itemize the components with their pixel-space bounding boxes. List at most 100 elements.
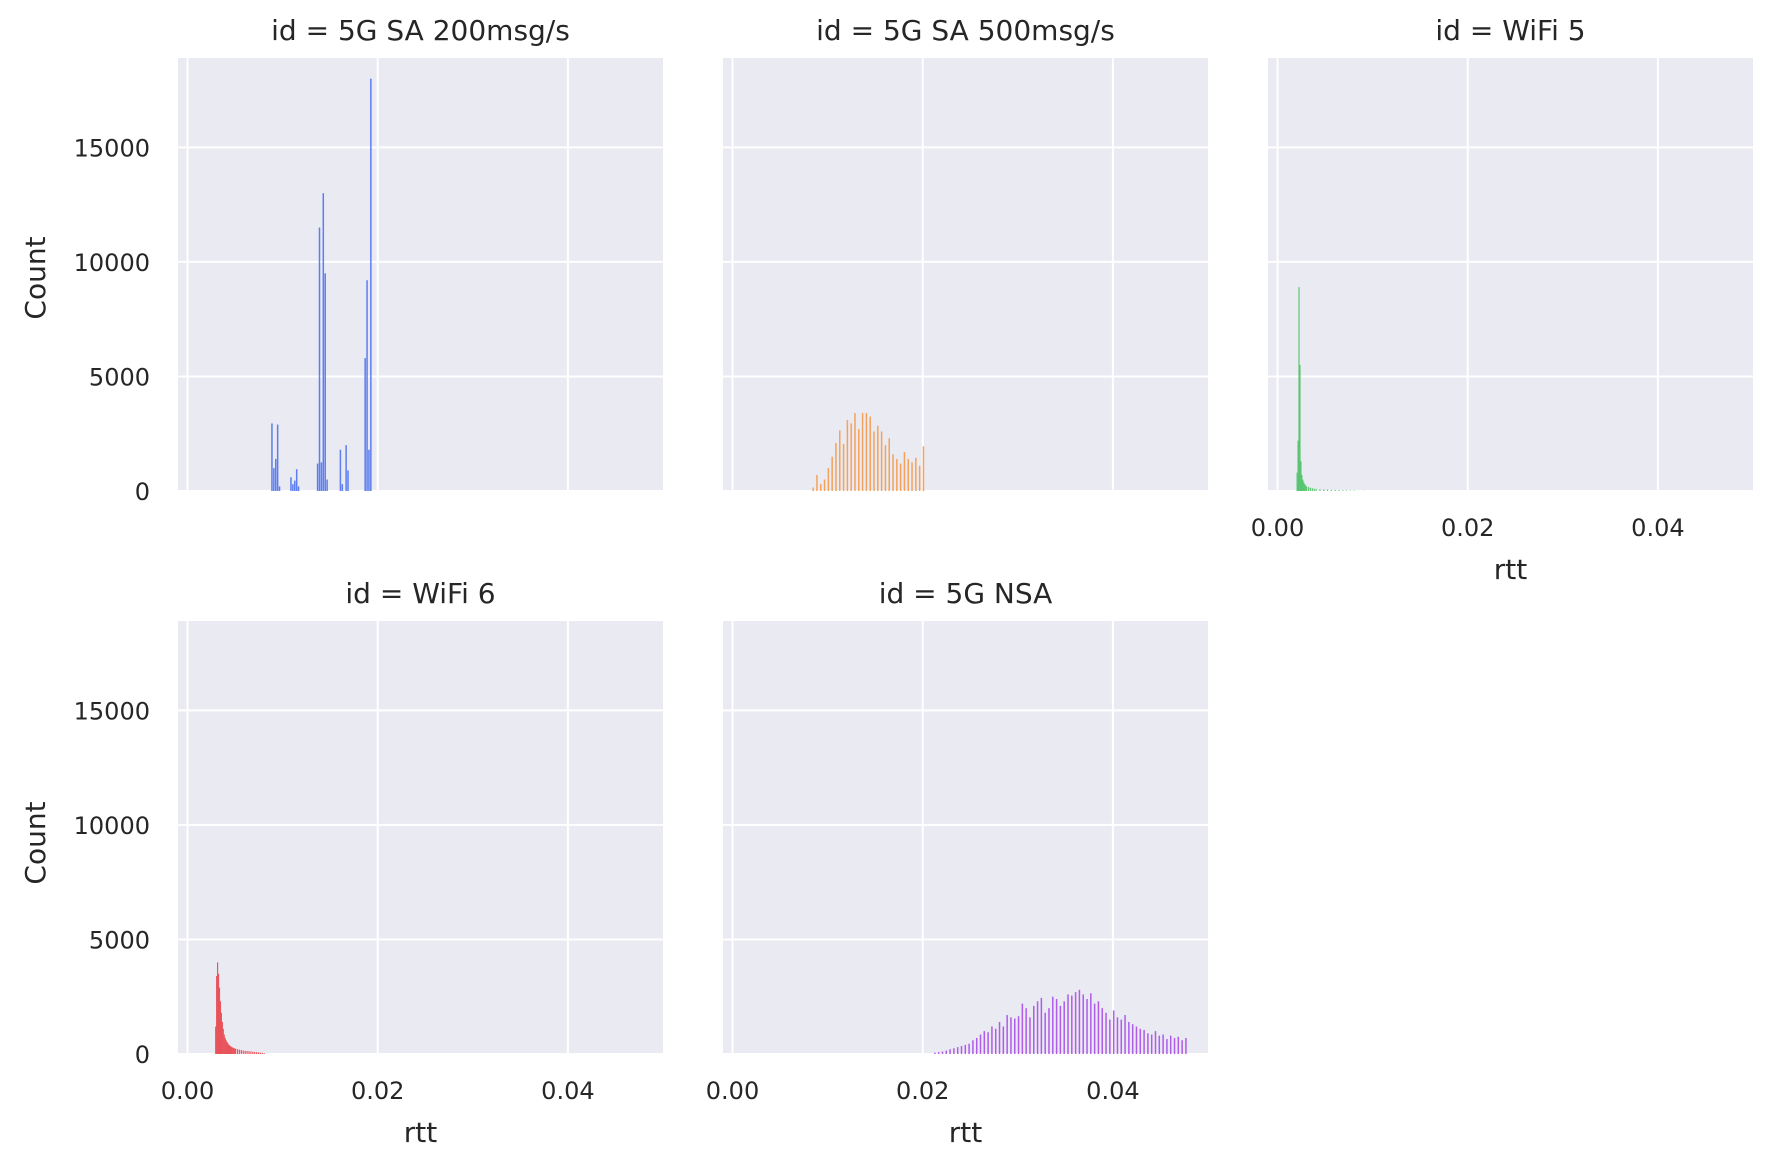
histogram-bar: [1044, 1012, 1046, 1054]
histogram-bar: [1303, 482, 1305, 491]
histogram-bar: [1078, 989, 1081, 1054]
panel-background: [723, 58, 1208, 491]
histogram-bar: [1006, 1015, 1008, 1054]
histogram-bar: [1090, 993, 1092, 1054]
histogram-bar: [294, 480, 296, 491]
histogram-bar: [979, 1034, 982, 1054]
histogram-bar: [345, 445, 347, 491]
histogram-bar: [273, 468, 275, 491]
y-tick-label: 10000: [74, 812, 150, 840]
histogram-bar: [261, 1052, 263, 1054]
histogram-bar: [1063, 1001, 1065, 1054]
histogram-bar: [220, 1012, 222, 1054]
y-tick-label: 5000: [89, 926, 150, 954]
histogram-bar: [248, 1051, 250, 1054]
facet-panel: id = 5G SA 200msg/s 0 5000 10000 15000: [74, 14, 663, 506]
histogram-bar: [368, 449, 370, 491]
histogram-bar: [219, 1001, 222, 1054]
y-tick-label: 15000: [74, 134, 150, 162]
histogram-bar: [949, 1049, 951, 1054]
histogram-bar: [861, 413, 864, 491]
histogram-bar: [1074, 992, 1077, 1054]
histogram-bar: [827, 468, 830, 491]
histogram-bar: [244, 1050, 246, 1054]
histogram-bar: [991, 1026, 993, 1054]
histogram-bar: [225, 1040, 227, 1054]
histogram-bar: [226, 1042, 228, 1054]
x-tick-label: 0.04: [1086, 1077, 1139, 1105]
histogram-bar: [246, 1051, 248, 1054]
histogram-bar: [1304, 484, 1306, 491]
histogram-bar: [1150, 1034, 1153, 1054]
histogram-bar: [316, 463, 319, 491]
x-axis-label: rtt: [404, 1116, 437, 1149]
histogram-bar: [295, 469, 298, 491]
histogram-bar: [960, 1045, 963, 1054]
x-tick-label: 0.04: [1631, 514, 1684, 542]
facet-title: id = WiFi 6: [345, 577, 495, 610]
histogram-bar: [222, 1028, 224, 1054]
histogram-bar: [899, 463, 902, 491]
x-tick-label: 0.00: [706, 1077, 759, 1105]
histogram-bar: [259, 1052, 261, 1054]
histogram-bar: [1162, 1034, 1164, 1054]
histogram-bar: [812, 487, 814, 491]
panel-background: [178, 621, 663, 1054]
histogram-bar: [1342, 490, 1344, 491]
facet-panel: id = 5G SA 500msg/s: [723, 14, 1208, 492]
histogram-bar: [1097, 1001, 1100, 1054]
y-axis-label-bottom: Count: [19, 801, 52, 884]
y-tick-label: 15000: [74, 697, 150, 725]
histogram-bar: [1036, 1001, 1039, 1054]
facet-title: id = WiFi 5: [1435, 14, 1585, 47]
y-tick-label: 10000: [74, 249, 150, 277]
histogram-bar: [1029, 1017, 1031, 1054]
histogram-bar: [318, 227, 321, 491]
histogram-bar: [1326, 489, 1329, 491]
histogram-bar: [278, 486, 281, 491]
histogram-bar: [1116, 1017, 1119, 1054]
facet-title: id = 5G SA 500msg/s: [816, 14, 1115, 47]
x-tick-label: 0.02: [896, 1077, 949, 1105]
histogram-bar: [1169, 1035, 1172, 1054]
histogram-bar: [937, 1052, 940, 1054]
histogram-bar: [877, 425, 879, 491]
histogram-bar: [888, 438, 890, 491]
histogram-bar: [1071, 995, 1073, 1054]
histogram-bar: [218, 987, 221, 1054]
histogram-bar: [956, 1047, 959, 1054]
histogram-bar: [922, 446, 925, 491]
panel-background: [1268, 58, 1753, 491]
histogram-bar: [842, 444, 845, 491]
histogram-bar: [846, 419, 849, 491]
histogram-bar: [1307, 487, 1310, 491]
histogram-bar: [941, 1051, 944, 1054]
histogram-bar: [275, 458, 277, 491]
histogram-bar: [983, 1031, 986, 1054]
histogram-bar: [227, 1043, 229, 1054]
histogram-bar: [1120, 1019, 1123, 1054]
x-axis-label: rtt: [1494, 553, 1527, 586]
histogram-bar: [1055, 999, 1058, 1054]
histogram-bar: [816, 474, 818, 491]
histogram-bar: [1154, 1031, 1157, 1054]
histogram-bar: [339, 449, 342, 491]
histogram-bar: [987, 1032, 989, 1054]
histogram-bar: [224, 1037, 226, 1054]
histogram-bar: [1059, 1005, 1062, 1054]
histogram-bar: [1298, 287, 1300, 491]
histogram-bar: [1010, 1017, 1012, 1054]
histogram-bar: [953, 1048, 955, 1054]
histogram-bar: [1330, 489, 1332, 491]
histogram-bar: [271, 423, 273, 491]
histogram-bar: [1166, 1039, 1168, 1054]
histogram-bar: [1334, 489, 1336, 491]
facet-panel: id = WiFi 6 0 5000 10000 15000 0.00 0.02 0.04 rt…: [74, 577, 663, 1149]
histogram-bar: [297, 486, 300, 491]
histogram-bar: [236, 1049, 239, 1054]
histogram-bar: [242, 1050, 244, 1054]
histogram-bar: [232, 1047, 234, 1054]
histogram-bar: [865, 413, 868, 491]
histogram-bar: [229, 1045, 231, 1054]
